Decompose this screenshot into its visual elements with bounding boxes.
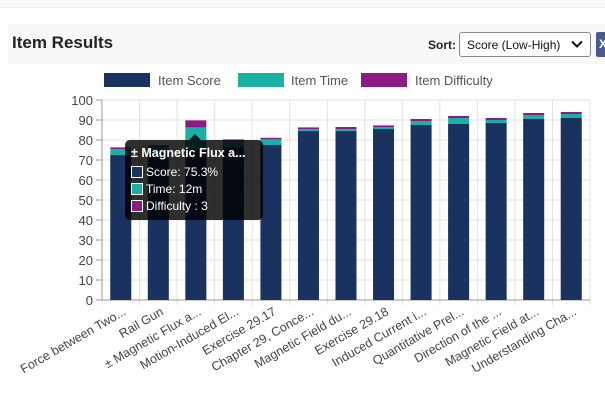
- bar-0-7: [373, 129, 395, 300]
- y-tick-label-3: 30: [79, 233, 93, 248]
- bar-0-8: [410, 125, 432, 300]
- tooltip-time-text: Time: 12m: [146, 182, 203, 196]
- legend-label-1: Item Time: [291, 73, 348, 88]
- bar-1-5: [297, 129, 319, 131]
- tooltip-score-swatch: [131, 166, 143, 178]
- y-tick-label-2: 20: [79, 253, 93, 268]
- sort-select-value: Score (Low-High): [467, 38, 561, 52]
- bar-1-12: [560, 114, 582, 118]
- bar-1-6: [335, 129, 357, 131]
- y-tick-label-4: 40: [79, 213, 93, 228]
- bar-0-4: [260, 145, 282, 300]
- bar-2-6: [335, 127, 357, 129]
- bar-0-12: [560, 118, 582, 300]
- tooltip-row-score: Score: 75.3%: [131, 165, 218, 179]
- y-tick-label-10: 100: [71, 93, 93, 108]
- bar-0-10: [485, 123, 507, 300]
- bar-2-2: [185, 120, 207, 128]
- page-title: Item Results: [12, 33, 114, 52]
- tooltip-difficulty-swatch: [131, 200, 143, 212]
- chevron-down-icon: [571, 40, 583, 48]
- y-tick-label-8: 80: [79, 133, 93, 148]
- bar-2-11: [523, 113, 545, 115]
- legend-swatch-2: [361, 73, 407, 87]
- tooltip-title: ± Magnetic Flux a...: [131, 146, 246, 160]
- legend-label-0: Item Score: [158, 73, 221, 88]
- legend-swatch-0: [104, 73, 150, 87]
- tooltip-arrow: [189, 134, 201, 140]
- tooltip-row-time: Time: 12m: [131, 182, 202, 196]
- bar-2-7: [373, 125, 395, 127]
- bar-2-9: [448, 116, 470, 118]
- bar-1-11: [523, 115, 545, 119]
- bar-2-4: [260, 137, 282, 140]
- bar-1-10: [485, 120, 507, 123]
- y-tick-label-6: 60: [79, 173, 93, 188]
- y-tick-label-5: 50: [79, 193, 93, 208]
- bar-2-0: [110, 147, 132, 149]
- bar-tooltip: ± Magnetic Flux a... Score: 75.3% Time: …: [125, 134, 263, 220]
- bar-0-9: [448, 124, 470, 300]
- sort-select[interactable]: Score (Low-High): [459, 32, 591, 57]
- tooltip-score-text: Score: 75.3%: [146, 165, 219, 179]
- side-button[interactable]: X: [596, 32, 605, 57]
- y-tick-label-0: 0: [86, 293, 93, 308]
- bar-2-8: [410, 119, 432, 121]
- bar-2-5: [297, 127, 319, 129]
- bar-1-7: [373, 127, 395, 129]
- bar-0-6: [335, 131, 357, 300]
- sort-label: Sort:: [428, 38, 456, 52]
- y-tick-label-9: 90: [79, 113, 93, 128]
- bar-1-9: [448, 118, 470, 124]
- legend-label-2: Item Difficulty: [415, 73, 493, 88]
- tooltip-difficulty-text: Difficulty : 3: [146, 199, 208, 213]
- bar-1-8: [410, 121, 432, 125]
- bar-0-11: [523, 119, 545, 300]
- bar-1-4: [260, 139, 282, 145]
- bar-2-12: [560, 112, 582, 114]
- legend-swatch-1: [238, 73, 284, 87]
- y-tick-label-1: 10: [79, 273, 93, 288]
- y-tick-label-7: 70: [79, 153, 93, 168]
- bar-2-10: [485, 118, 507, 120]
- panel-header: Item Results Sort: Score (Low-High) X: [8, 24, 605, 64]
- tooltip-row-difficulty: Difficulty : 3: [131, 199, 208, 213]
- top-strip: [0, 0, 605, 8]
- tooltip-time-swatch: [131, 183, 143, 195]
- bar-0-5: [297, 131, 319, 300]
- bar-1-0: [110, 149, 132, 155]
